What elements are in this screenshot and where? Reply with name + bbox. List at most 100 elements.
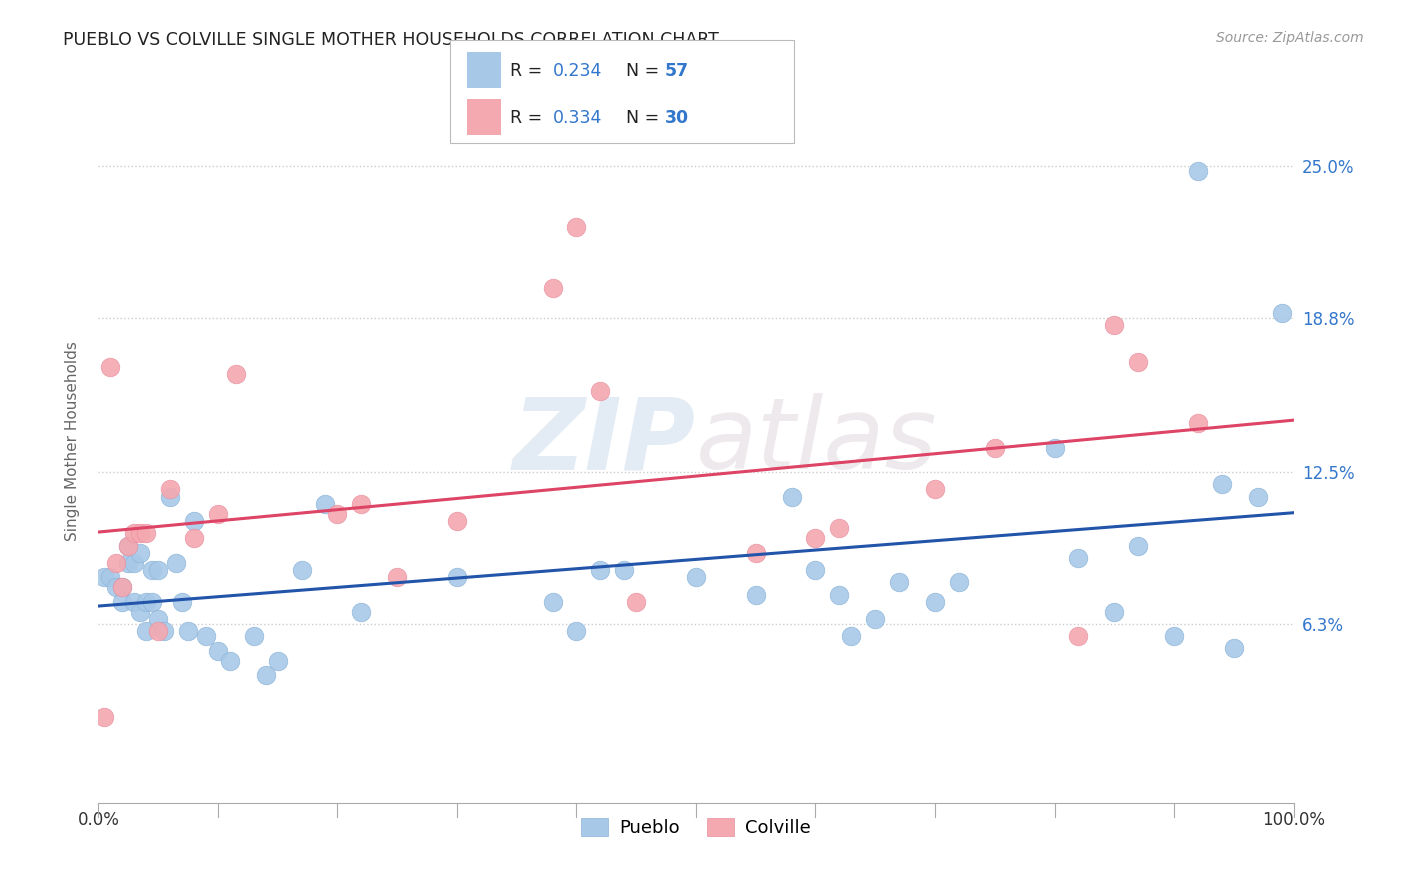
Point xyxy=(889,575,911,590)
Point xyxy=(626,595,648,609)
Point xyxy=(111,580,134,594)
Point xyxy=(225,367,247,381)
Point xyxy=(124,556,146,570)
Point xyxy=(291,563,314,577)
Point xyxy=(446,514,468,528)
Point xyxy=(613,563,636,577)
Point xyxy=(350,605,373,619)
Text: 0.334: 0.334 xyxy=(553,109,602,127)
Point xyxy=(93,570,115,584)
Point xyxy=(93,710,115,724)
Point xyxy=(984,441,1007,455)
Point xyxy=(124,526,146,541)
Text: 0.234: 0.234 xyxy=(553,62,602,79)
Point xyxy=(98,359,122,374)
Point xyxy=(1163,629,1185,643)
Point xyxy=(183,531,205,545)
Text: PUEBLO VS COLVILLE SINGLE MOTHER HOUSEHOLDS CORRELATION CHART: PUEBLO VS COLVILLE SINGLE MOTHER HOUSEHO… xyxy=(63,31,718,49)
Point xyxy=(159,490,181,504)
Point xyxy=(165,556,187,570)
Point xyxy=(207,507,229,521)
Point xyxy=(924,595,946,609)
Point xyxy=(745,588,768,602)
Point xyxy=(159,483,181,497)
Point xyxy=(350,497,373,511)
Point xyxy=(865,612,887,626)
Point xyxy=(1247,490,1270,504)
Point xyxy=(446,570,468,584)
Point xyxy=(219,654,242,668)
Point xyxy=(565,220,588,235)
Point xyxy=(541,281,564,295)
Y-axis label: Single Mother Households: Single Mother Households xyxy=(65,342,80,541)
Point xyxy=(804,563,827,577)
Point xyxy=(129,605,152,619)
Point xyxy=(141,595,163,609)
Point xyxy=(1067,550,1090,565)
Legend: Pueblo, Colville: Pueblo, Colville xyxy=(574,811,818,845)
Point xyxy=(326,507,349,521)
Point xyxy=(924,483,946,497)
Point xyxy=(177,624,200,639)
Point xyxy=(98,570,122,584)
Point xyxy=(1211,477,1233,491)
Point xyxy=(153,624,176,639)
Point xyxy=(105,556,128,570)
Point xyxy=(105,580,128,594)
Point xyxy=(111,595,134,609)
Point xyxy=(135,595,157,609)
Text: R =: R = xyxy=(510,109,548,127)
Text: Source: ZipAtlas.com: Source: ZipAtlas.com xyxy=(1216,31,1364,45)
Point xyxy=(780,490,803,504)
Text: 57: 57 xyxy=(665,62,689,79)
Point xyxy=(148,612,170,626)
Point xyxy=(117,539,139,553)
Point xyxy=(1223,641,1246,656)
Text: 30: 30 xyxy=(665,109,689,127)
Point xyxy=(117,539,139,553)
Point xyxy=(135,526,157,541)
Point xyxy=(1043,441,1066,455)
Point xyxy=(129,546,152,560)
Point xyxy=(1128,355,1150,369)
Point xyxy=(804,531,827,545)
Point xyxy=(1187,164,1209,178)
Point xyxy=(117,556,139,570)
Point xyxy=(589,384,612,399)
Point xyxy=(183,514,205,528)
Text: atlas: atlas xyxy=(696,393,938,490)
Point xyxy=(243,629,266,643)
Point xyxy=(1187,416,1209,430)
Text: N =: N = xyxy=(626,109,665,127)
Point xyxy=(565,624,588,639)
Text: ZIP: ZIP xyxy=(513,393,696,490)
Point xyxy=(589,563,612,577)
Point xyxy=(172,595,194,609)
Point xyxy=(841,629,863,643)
Point xyxy=(828,521,851,535)
Point xyxy=(745,546,768,560)
Point xyxy=(207,644,229,658)
Point xyxy=(948,575,970,590)
Point xyxy=(541,595,564,609)
Point xyxy=(195,629,218,643)
Point xyxy=(111,580,134,594)
Point xyxy=(685,570,707,584)
Point xyxy=(315,497,337,511)
Point xyxy=(267,654,290,668)
Point xyxy=(1104,605,1126,619)
Text: R =: R = xyxy=(510,62,548,79)
Point xyxy=(148,624,170,639)
Point xyxy=(148,563,170,577)
Point xyxy=(124,595,146,609)
Text: N =: N = xyxy=(626,62,665,79)
Point xyxy=(385,570,409,584)
Point xyxy=(254,668,277,682)
Point xyxy=(1128,539,1150,553)
Point xyxy=(1067,629,1090,643)
Point xyxy=(129,526,152,541)
Point xyxy=(135,624,157,639)
Point xyxy=(828,588,851,602)
Point xyxy=(1271,306,1294,320)
Point xyxy=(141,563,163,577)
